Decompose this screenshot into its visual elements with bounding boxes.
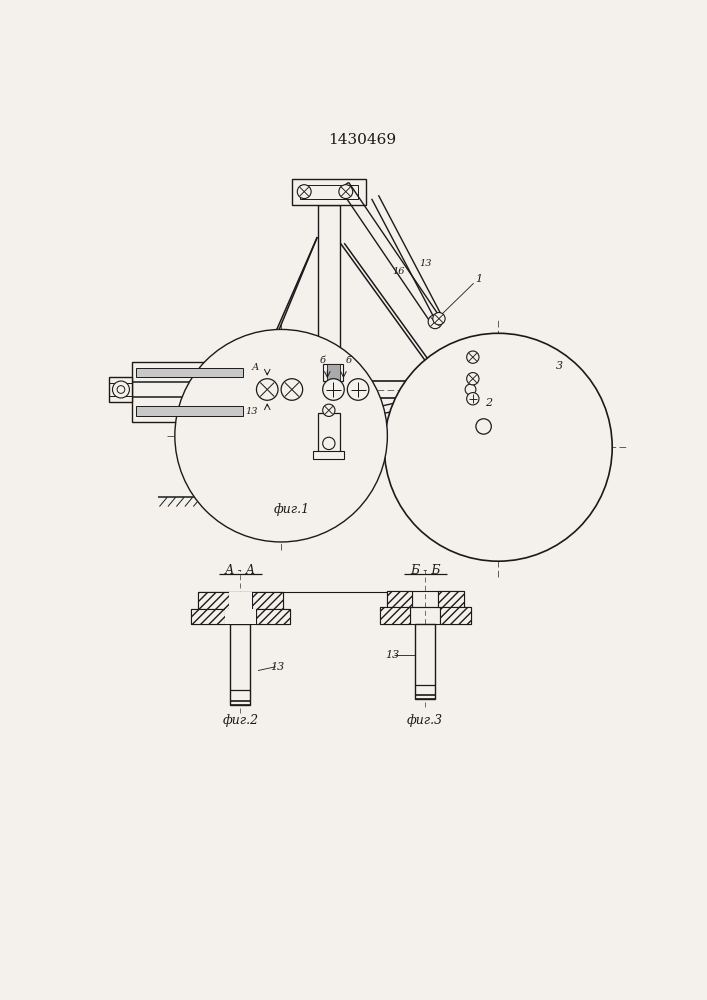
- Bar: [292, 179, 366, 205]
- Bar: [225, 609, 256, 624]
- Text: А - А: А - А: [225, 564, 256, 577]
- Text: 13: 13: [270, 662, 284, 672]
- Text: фиг.2: фиг.2: [222, 714, 258, 727]
- Circle shape: [112, 381, 129, 398]
- Bar: [110, 377, 132, 402]
- Circle shape: [297, 185, 311, 199]
- Bar: [230, 624, 250, 705]
- Text: фиг.1: фиг.1: [274, 503, 310, 516]
- Bar: [318, 205, 339, 455]
- Bar: [438, 591, 464, 607]
- Circle shape: [385, 333, 612, 561]
- Text: 1: 1: [475, 274, 483, 284]
- Bar: [475, 413, 492, 436]
- Circle shape: [257, 379, 278, 400]
- Bar: [324, 364, 344, 381]
- Bar: [198, 592, 229, 609]
- Text: 2: 2: [486, 398, 493, 408]
- Text: 13: 13: [419, 259, 431, 268]
- Text: 3: 3: [556, 361, 563, 371]
- Circle shape: [467, 373, 479, 385]
- Bar: [256, 609, 290, 624]
- Circle shape: [281, 379, 303, 400]
- Circle shape: [347, 379, 369, 400]
- Circle shape: [467, 351, 479, 363]
- Bar: [461, 345, 506, 413]
- Bar: [440, 607, 471, 624]
- Text: Б - Б: Б - Б: [410, 564, 440, 577]
- Bar: [313, 451, 344, 459]
- Bar: [132, 362, 247, 422]
- Bar: [136, 368, 243, 377]
- Circle shape: [465, 384, 476, 395]
- Bar: [136, 406, 243, 416]
- Bar: [252, 592, 283, 609]
- Circle shape: [339, 185, 353, 199]
- Circle shape: [175, 329, 387, 542]
- Circle shape: [322, 437, 335, 450]
- Text: б: б: [320, 356, 326, 365]
- Circle shape: [117, 386, 125, 393]
- Bar: [300, 185, 358, 199]
- Circle shape: [322, 379, 344, 400]
- Bar: [415, 624, 435, 699]
- Circle shape: [428, 315, 442, 329]
- Text: 13: 13: [245, 407, 258, 416]
- Text: А: А: [252, 363, 259, 372]
- Text: б: б: [345, 356, 351, 365]
- Bar: [387, 591, 412, 607]
- Bar: [229, 592, 252, 609]
- Text: фиг.3: фиг.3: [407, 714, 443, 727]
- Circle shape: [476, 419, 491, 434]
- Circle shape: [467, 393, 479, 405]
- Text: 1430469: 1430469: [328, 133, 396, 147]
- Bar: [460, 378, 481, 401]
- Bar: [380, 607, 411, 624]
- Circle shape: [322, 404, 335, 416]
- Bar: [318, 413, 339, 455]
- Text: 16: 16: [392, 267, 404, 276]
- Bar: [191, 609, 225, 624]
- Text: 13: 13: [385, 650, 400, 660]
- Circle shape: [433, 312, 445, 325]
- Bar: [327, 364, 339, 381]
- Text: 14: 14: [322, 410, 335, 419]
